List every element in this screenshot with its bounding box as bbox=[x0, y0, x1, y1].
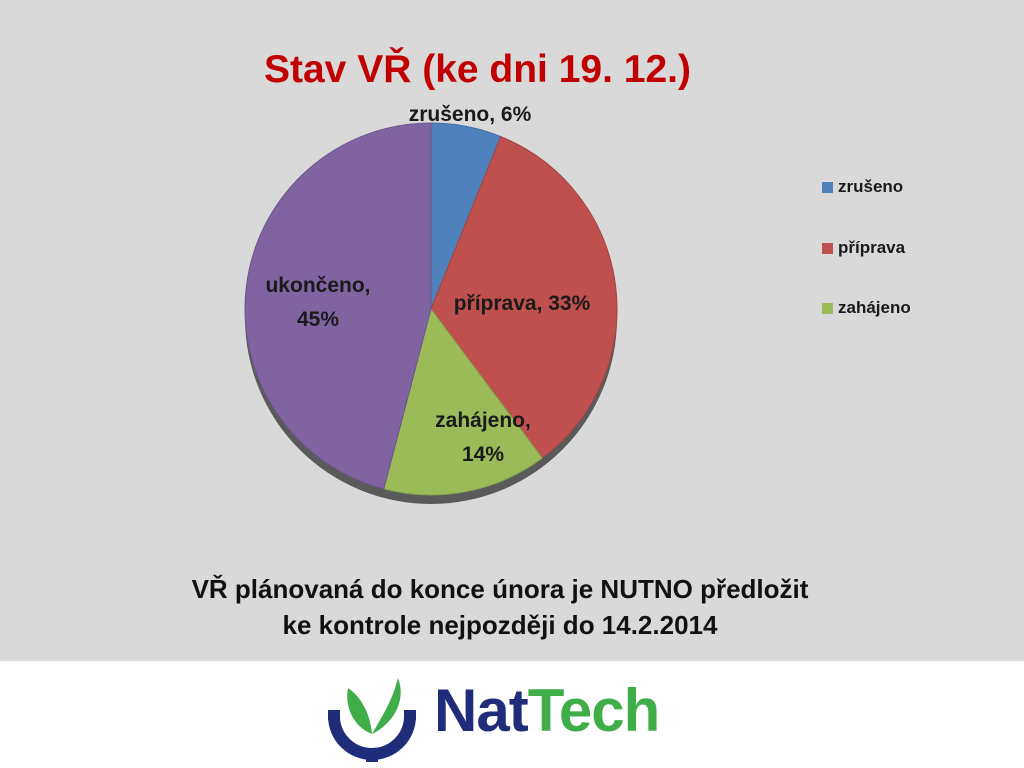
pie-slice-ukonceno bbox=[244, 122, 432, 490]
slide-background: Stav VŘ (ke dni 19. 12.) zrušeno, 6% pří… bbox=[0, 0, 1024, 661]
data-label-ukonceno: ukončeno, 45% bbox=[265, 274, 371, 331]
sprout-gear-icon bbox=[328, 678, 416, 762]
legend-swatch-priprava bbox=[822, 242, 833, 254]
legend-swatch-zahajeno bbox=[822, 302, 833, 314]
legend-item-zahajeno: zahájeno bbox=[822, 298, 911, 318]
legend-item-zruseno: zrušeno bbox=[822, 177, 903, 197]
logo-wordmark: NatTech bbox=[434, 677, 660, 744]
pie-slice-zahajeno bbox=[383, 307, 543, 496]
data-label-zruseno: zrušeno, 6% bbox=[408, 103, 532, 126]
chart-title: Stav VŘ (ke dni 19. 12.) bbox=[263, 48, 691, 91]
legend-swatch-zruseno bbox=[822, 181, 833, 193]
nattech-logo: NatTech bbox=[326, 672, 706, 764]
data-label-priprava: příprava, 33% bbox=[453, 292, 591, 315]
pie-slice-priprava bbox=[430, 135, 618, 459]
deadline-note: VŘ plánovaná do konce února je NUTNO pře… bbox=[191, 574, 809, 640]
legend-item-priprava: příprava bbox=[822, 238, 905, 258]
pie-chart bbox=[244, 122, 618, 504]
data-label-zahajeno: zahájeno, 14% bbox=[435, 409, 531, 466]
